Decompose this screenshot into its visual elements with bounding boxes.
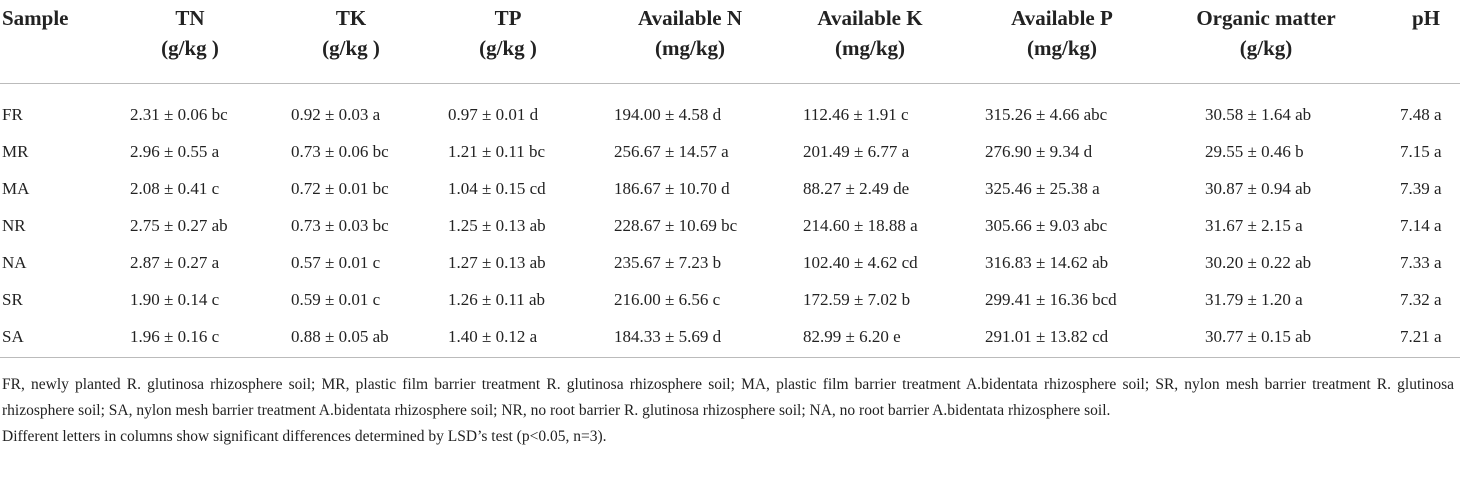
cell: 201.49 ± 6.77 a (803, 142, 910, 161)
column-header: Available P (1011, 6, 1113, 30)
column-header: (mg/kg) (835, 36, 905, 60)
row-label: SA (2, 327, 24, 346)
cell: 172.59 ± 7.02 b (803, 290, 911, 309)
cell: 1.90 ± 0.14 c (130, 290, 220, 309)
cell: 299.41 ± 16.36 bcd (985, 290, 1117, 309)
cell: 82.99 ± 6.20 e (803, 327, 901, 346)
cell: 305.66 ± 9.03 abc (985, 216, 1108, 235)
cell: 0.59 ± 0.01 c (291, 290, 381, 309)
cell: 0.73 ± 0.06 bc (291, 142, 389, 161)
column-header: Available N (637, 6, 743, 30)
row-label: MA (2, 179, 30, 198)
cell: 325.46 ± 25.38 a (985, 179, 1100, 198)
cell: 7.32 a (1400, 290, 1442, 309)
column-header: TP (494, 6, 522, 30)
cell: 7.15 a (1400, 142, 1442, 161)
cell: 186.67 ± 10.70 d (614, 179, 730, 198)
column-header: (g/kg ) (479, 36, 537, 60)
cell: 235.67 ± 7.23 b (614, 253, 722, 272)
cell: 1.96 ± 0.16 c (130, 327, 220, 346)
column-header: (mg/kg) (655, 36, 725, 60)
cell: 0.88 ± 0.05 ab (291, 327, 389, 346)
cell: 0.73 ± 0.03 bc (291, 216, 389, 235)
cell: 7.33 a (1400, 253, 1442, 272)
cell: 29.55 ± 0.46 b (1205, 142, 1304, 161)
column-header: TN (175, 6, 205, 30)
cell: 88.27 ± 2.49 de (803, 179, 910, 198)
cell: 291.01 ± 13.82 cd (985, 327, 1109, 346)
header-rule (0, 83, 1460, 84)
cell: 276.90 ± 9.34 d (985, 142, 1093, 161)
cell: 112.46 ± 1.91 c (803, 105, 909, 124)
cell: 31.79 ± 1.20 a (1205, 290, 1303, 309)
cell: 2.87 ± 0.27 a (130, 253, 220, 272)
row-label: NA (2, 253, 27, 272)
column-header: (g/kg ) (161, 36, 219, 60)
column-header: TK (335, 6, 367, 30)
cell: 184.33 ± 5.69 d (614, 327, 722, 346)
cell: 102.40 ± 4.62 cd (803, 253, 918, 272)
cell: 214.60 ± 18.88 a (803, 216, 918, 235)
cell: 30.77 ± 0.15 ab (1205, 327, 1312, 346)
cell: 7.14 a (1400, 216, 1442, 235)
column-header: (g/kg) (1239, 36, 1293, 60)
cell: 2.96 ± 0.55 a (130, 142, 220, 161)
column-header: (g/kg ) (322, 36, 380, 60)
cell: 1.21 ± 0.11 bc (448, 142, 545, 161)
cell: 315.26 ± 4.66 abc (985, 105, 1108, 124)
row-label: NR (2, 216, 26, 235)
cell: 1.04 ± 0.15 cd (448, 179, 546, 198)
cell: 2.31 ± 0.06 bc (130, 105, 228, 124)
cell: 2.75 ± 0.27 ab (130, 216, 228, 235)
cell: 316.83 ± 14.62 ab (985, 253, 1109, 272)
footnote: FR, newly planted R. glutinosa rhizosphe… (2, 376, 1454, 419)
column-header: Available K (817, 6, 923, 30)
row-label: SR (2, 290, 23, 309)
cell: 0.57 ± 0.01 c (291, 253, 381, 272)
cell: 7.21 a (1400, 327, 1442, 346)
cell: 0.92 ± 0.03 a (291, 105, 381, 124)
cell: 216.00 ± 6.56 c (614, 290, 721, 309)
cell: 30.87 ± 0.94 ab (1205, 179, 1312, 198)
cell: 1.26 ± 0.11 ab (448, 290, 545, 309)
column-header: pH (1411, 6, 1440, 30)
cell: 228.67 ± 10.69 bc (614, 216, 738, 235)
cell: 194.00 ± 4.58 d (614, 105, 722, 124)
cell: 31.67 ± 2.15 a (1205, 216, 1303, 235)
cell: 2.08 ± 0.41 c (130, 179, 220, 198)
cell: 256.67 ± 14.57 a (614, 142, 729, 161)
column-header: (mg/kg) (1027, 36, 1097, 60)
column-header: Sample (2, 6, 69, 30)
column-header: Organic matter (1196, 6, 1336, 30)
cell: 0.72 ± 0.01 bc (291, 179, 389, 198)
cell: 30.20 ± 0.22 ab (1205, 253, 1312, 272)
cell: 7.39 a (1400, 179, 1442, 198)
row-label: MR (2, 142, 29, 161)
cell: 1.27 ± 0.13 ab (448, 253, 546, 272)
cell: 1.25 ± 0.13 ab (448, 216, 546, 235)
cell: 7.48 a (1400, 105, 1442, 124)
footnote: Different letters in columns show signif… (2, 428, 607, 445)
bottom-rule (0, 357, 1460, 358)
cell: 0.97 ± 0.01 d (448, 105, 539, 124)
cell: 1.40 ± 0.12 a (448, 327, 538, 346)
row-label: FR (2, 105, 23, 124)
cell: 30.58 ± 1.64 ab (1205, 105, 1312, 124)
